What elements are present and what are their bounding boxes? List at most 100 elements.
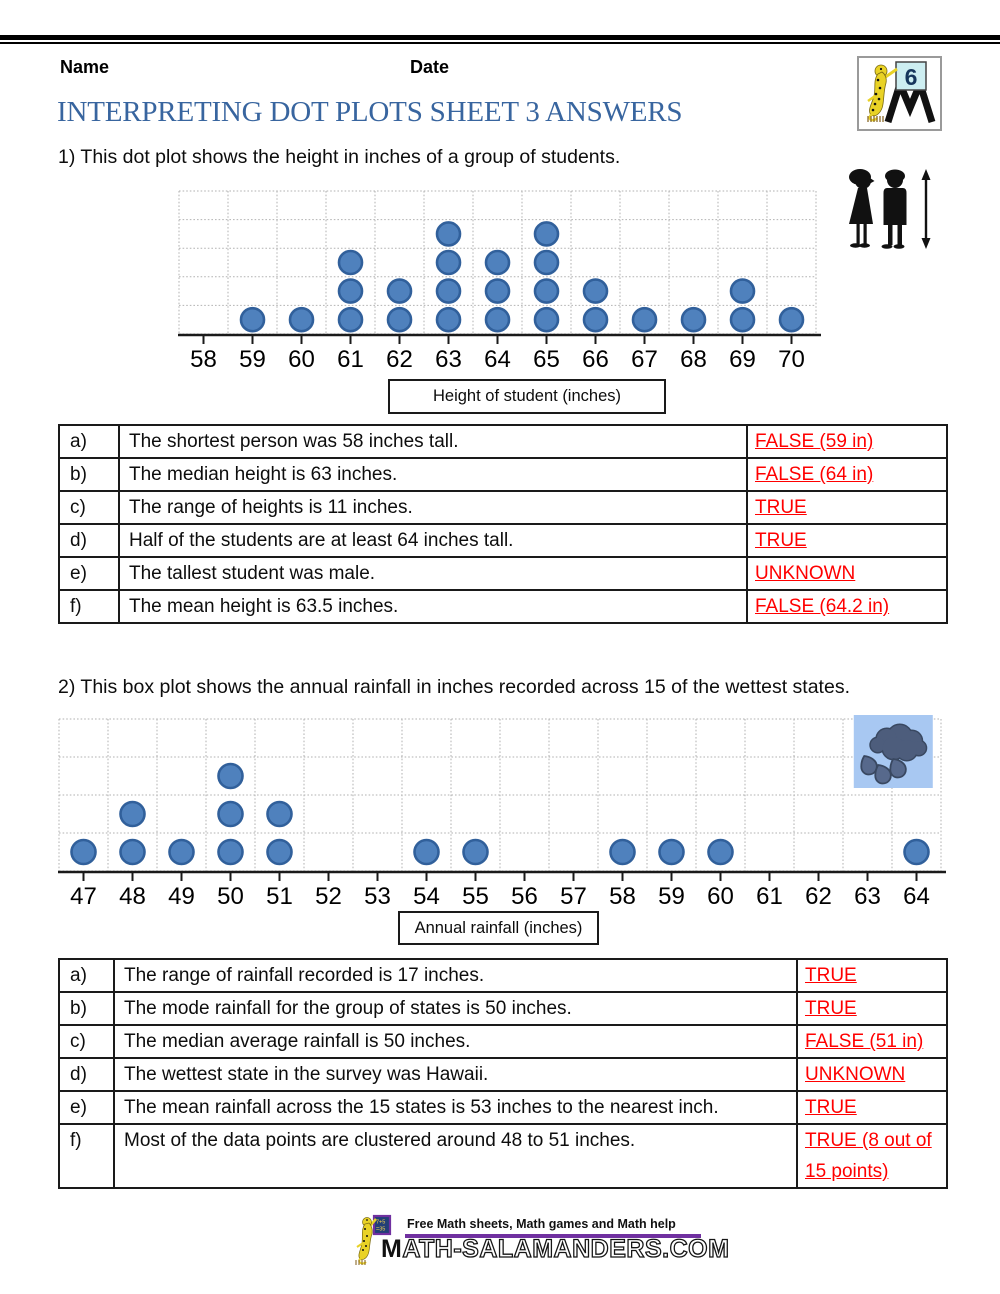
data-dot [462, 838, 489, 866]
x-tick-label: 69 [729, 346, 756, 373]
data-dot [337, 249, 364, 276]
data-dot [288, 306, 315, 333]
statement-cell: The median height is 63 inches. [118, 457, 748, 492]
x-tick-label: 64 [903, 883, 930, 910]
data-dot [484, 249, 511, 276]
x-tick-label: 63 [854, 883, 881, 910]
letter-cell: f) [58, 589, 120, 624]
x-tick-label: 66 [582, 346, 609, 373]
rain-cloud-icon [853, 715, 933, 788]
x-tick-label: 61 [756, 883, 783, 910]
statement-cell: The wettest state in the survey was Hawa… [113, 1057, 798, 1092]
data-dot [239, 306, 266, 333]
answer-text: FALSE (64 in) [755, 464, 874, 485]
answer-text: FALSE (51 in) [805, 1031, 924, 1052]
data-dot [729, 278, 756, 304]
letter-cell: d) [58, 523, 120, 558]
x-tick-label: 47 [70, 883, 97, 910]
x-tick-label: 56 [511, 883, 538, 910]
letter-cell: f) [58, 1123, 115, 1189]
grade-logo: 6 [857, 56, 942, 131]
data-dot [435, 278, 462, 304]
data-dot [484, 278, 511, 304]
table-row: d) Half of the students are at least 64 i… [58, 523, 948, 558]
answer-text: TRUE [805, 1097, 857, 1118]
plot2-axis-label: Annual rainfall (inches) [398, 911, 599, 945]
data-dot [168, 838, 195, 866]
table-row: f) The mean height is 63.5 inches. FALSE (… [58, 589, 948, 624]
question-2-intro: 2) This box plot shows the annual rainfa… [58, 676, 850, 698]
data-dot [582, 306, 609, 333]
footer-branding: 7+5 =35 Free Math sheets, Math games and… [335, 1214, 730, 1276]
grass-strokes [866, 116, 884, 122]
letter-cell: b) [58, 457, 120, 492]
data-dot [119, 838, 146, 866]
answer-text: UNKNOWN [805, 1064, 906, 1085]
answer-text: TRUE [805, 965, 857, 986]
answer-cell: FALSE (59 in) [746, 424, 948, 459]
data-dot [217, 800, 244, 828]
x-tick-label: 55 [462, 883, 489, 910]
statement-cell: The tallest student was male. [118, 556, 748, 591]
plot1-axis-label: Height of student (inches) [388, 379, 666, 414]
answer-cell: TRUE [746, 523, 948, 558]
logo-m-glyph [884, 73, 935, 124]
x-tick-label: 65 [533, 346, 560, 373]
data-dot [386, 278, 413, 304]
name-label: Name [60, 57, 110, 77]
answer-cell: TRUE [796, 991, 948, 1026]
answer-text: TRUE [805, 998, 857, 1019]
table-row: b) The mode rainfall for the group of sta… [58, 991, 948, 1026]
data-dot [484, 306, 511, 333]
dot-series [239, 221, 805, 333]
statement-cell: The mode rainfall for the group of state… [113, 991, 798, 1026]
table-row: e) The tallest student was male. UNKNOWN [58, 556, 948, 591]
top-rule-thin [0, 41, 1000, 44]
letter-cell: d) [58, 1057, 115, 1092]
data-dot [266, 838, 293, 866]
x-tick-label: 59 [658, 883, 685, 910]
answer-cell: UNKNOWN [746, 556, 948, 591]
chalkboard-line-1: 7+5 [376, 1220, 385, 1226]
data-dot [533, 221, 560, 247]
table-row: a) The range of rainfall recorded is 17 i… [58, 958, 948, 993]
statement-cell: Half of the students are at least 64 inc… [118, 523, 748, 558]
data-dot [217, 762, 244, 790]
table-row: a) The shortest person was 58 inches tall… [58, 424, 948, 459]
answer-cell: TRUE [796, 958, 948, 993]
letter-cell: c) [58, 490, 120, 525]
data-dot [707, 838, 734, 866]
letter-cell: a) [58, 424, 120, 459]
grade-number: 6 [904, 64, 917, 90]
x-tick-label: 50 [217, 883, 244, 910]
answer-cell: FALSE (51 in) [796, 1024, 948, 1059]
statement-cell: The median average rainfall is 50 inches… [113, 1024, 798, 1059]
table-row: b) The median height is 63 inches. FALSE (… [58, 457, 948, 492]
data-dot [337, 278, 364, 304]
grade-logo-illustration: 6 [866, 61, 935, 124]
page-title: INTERPRETING DOT PLOTS SHEET 3 ANSWERS [57, 96, 683, 128]
answer-text: UNKNOWN [755, 563, 856, 584]
x-tick-label: 58 [190, 346, 217, 373]
table-row: e) The mean rainfall across the 15 states… [58, 1090, 948, 1125]
data-dot [903, 838, 930, 866]
children-height-icon [849, 169, 931, 249]
x-tick-label: 63 [435, 346, 462, 373]
date-label: Date [410, 57, 450, 77]
table-row: d) The wettest state in the survey was Ha… [58, 1057, 948, 1092]
salamander-icon [866, 64, 898, 122]
answer-text: FALSE (64.2 in) [755, 596, 890, 617]
statement-cell: The mean height is 63.5 inches. [118, 589, 748, 624]
data-dot [413, 838, 440, 866]
question-1-answer-table: a) The shortest person was 58 inches tall… [58, 424, 948, 624]
answer-cell: TRUE [746, 490, 948, 525]
answer-text: TRUE [755, 530, 807, 551]
plot-grid [178, 190, 817, 335]
answer-cell: UNKNOWN [796, 1057, 948, 1092]
table-row: c) The median average rainfall is 50 inch… [58, 1024, 948, 1059]
answer-text: TRUE [755, 497, 807, 518]
height-arrow-icon [921, 169, 931, 249]
footer-chalkboard [372, 1214, 392, 1236]
answer-cell: TRUE [796, 1090, 948, 1125]
